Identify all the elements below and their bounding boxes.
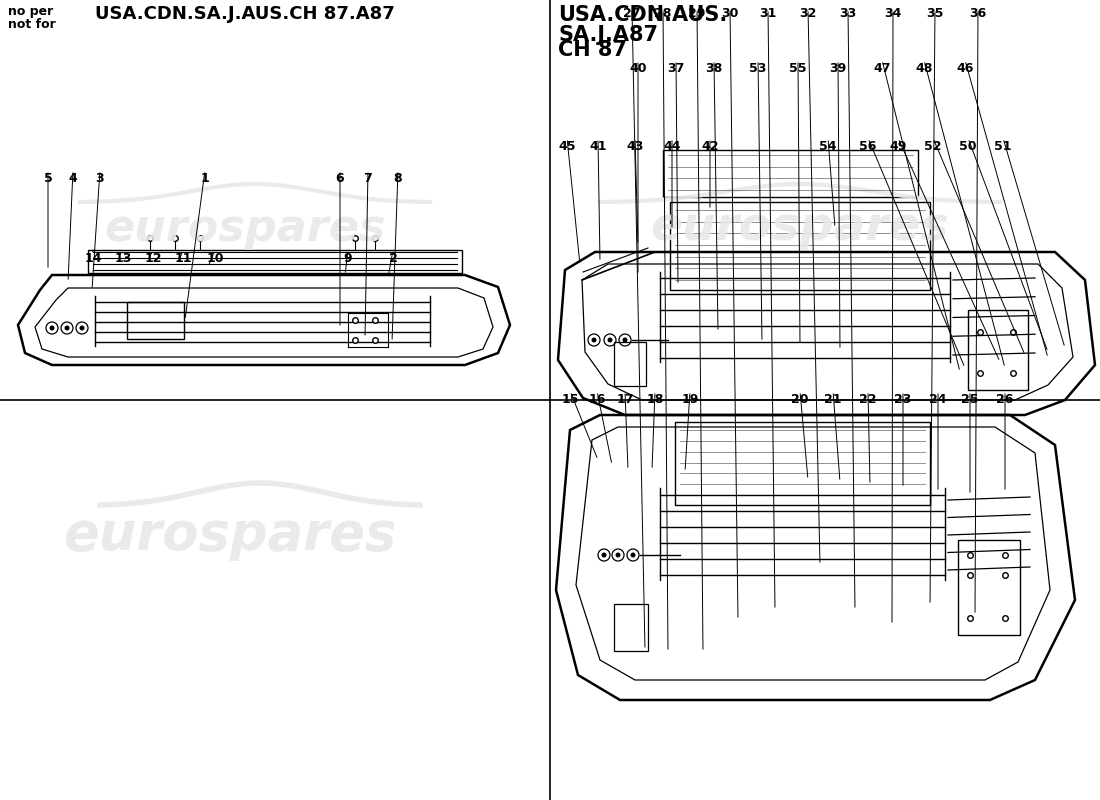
Text: not for: not for [8, 18, 56, 31]
Text: 31: 31 [759, 7, 777, 20]
Text: 40: 40 [629, 62, 647, 75]
Circle shape [630, 553, 636, 558]
Text: 5: 5 [44, 172, 53, 185]
Text: 44: 44 [663, 140, 681, 153]
Text: 32: 32 [800, 7, 816, 20]
Text: 19: 19 [681, 393, 698, 406]
Text: no per: no per [8, 5, 53, 18]
Text: 24: 24 [930, 393, 947, 406]
Text: 17: 17 [616, 393, 634, 406]
Text: 36: 36 [969, 7, 987, 20]
Text: 9: 9 [343, 252, 352, 265]
Text: USA.CDN.AUS.: USA.CDN.AUS. [558, 5, 727, 25]
Text: 1: 1 [200, 172, 209, 185]
Text: 27: 27 [624, 7, 640, 20]
Text: 55: 55 [790, 62, 806, 75]
Text: SA.J.A87: SA.J.A87 [558, 25, 658, 45]
Text: 53: 53 [749, 62, 767, 75]
Text: 54: 54 [820, 140, 837, 153]
Text: 34: 34 [884, 7, 902, 20]
Text: 2: 2 [388, 252, 397, 265]
Text: 16: 16 [588, 393, 606, 406]
Text: 11: 11 [174, 252, 191, 265]
Text: 29: 29 [689, 7, 706, 20]
Text: 4: 4 [68, 172, 77, 185]
Text: 42: 42 [702, 140, 718, 153]
Text: 14: 14 [85, 252, 101, 265]
Text: 12: 12 [144, 252, 162, 265]
Text: 38: 38 [705, 62, 723, 75]
Text: 13: 13 [114, 252, 132, 265]
Circle shape [623, 338, 627, 342]
Text: 15: 15 [561, 393, 579, 406]
Text: eurospares: eurospares [651, 206, 949, 250]
Text: 56: 56 [859, 140, 877, 153]
Text: 48: 48 [915, 62, 933, 75]
Text: 21: 21 [824, 393, 842, 406]
Text: 8: 8 [394, 172, 403, 185]
Circle shape [602, 553, 606, 558]
Circle shape [592, 338, 596, 342]
Text: CH 87: CH 87 [558, 40, 627, 60]
Text: 41: 41 [590, 140, 607, 153]
Text: 7: 7 [364, 172, 373, 185]
Text: 20: 20 [791, 393, 808, 406]
Circle shape [616, 553, 620, 558]
Circle shape [607, 338, 613, 342]
Text: 46: 46 [956, 62, 974, 75]
Text: 37: 37 [668, 62, 684, 75]
Text: 23: 23 [894, 393, 912, 406]
Text: 47: 47 [873, 62, 891, 75]
Text: 39: 39 [829, 62, 847, 75]
Text: 30: 30 [722, 7, 739, 20]
Text: 50: 50 [959, 140, 977, 153]
Circle shape [50, 326, 55, 330]
Text: 22: 22 [859, 393, 877, 406]
Text: 6: 6 [336, 172, 344, 185]
Text: 35: 35 [926, 7, 944, 20]
Text: 26: 26 [997, 393, 1014, 406]
Text: 49: 49 [889, 140, 906, 153]
Circle shape [79, 326, 85, 330]
Circle shape [65, 326, 69, 330]
Text: 33: 33 [839, 7, 857, 20]
Text: 43: 43 [626, 140, 644, 153]
Text: 51: 51 [994, 140, 1012, 153]
Text: eurospares: eurospares [64, 509, 397, 561]
Text: 25: 25 [961, 393, 979, 406]
Text: eurospares: eurospares [104, 206, 386, 250]
Text: 28: 28 [654, 7, 672, 20]
Text: 52: 52 [924, 140, 942, 153]
Text: USA.CDN.SA.J.AUS.CH 87.A87: USA.CDN.SA.J.AUS.CH 87.A87 [95, 5, 395, 23]
Text: 18: 18 [647, 393, 663, 406]
Text: 45: 45 [558, 140, 575, 153]
Text: 3: 3 [96, 172, 104, 185]
Text: 10: 10 [207, 252, 223, 265]
